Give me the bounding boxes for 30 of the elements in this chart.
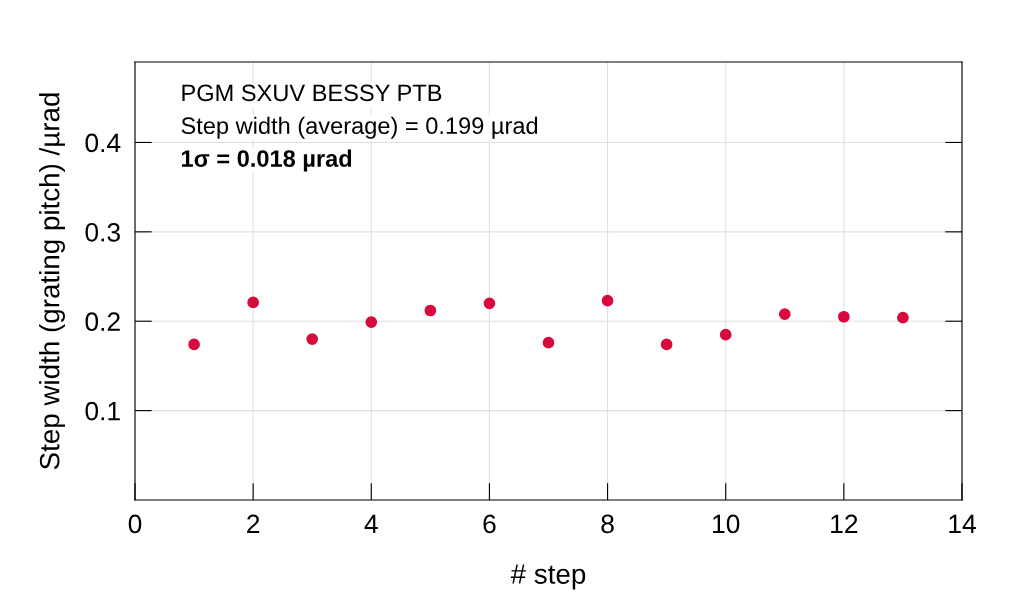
point bbox=[838, 310, 850, 323]
point bbox=[719, 328, 732, 341]
annotation: Step width (average) = 0.199 µrad bbox=[181, 116, 538, 139]
y-tick-label: 0.1 bbox=[85, 401, 120, 421]
y-tick-label: 0.2 bbox=[85, 312, 120, 332]
point bbox=[601, 294, 614, 307]
x-tick-label: 12 bbox=[831, 514, 858, 534]
x-tick-label: 8 bbox=[601, 514, 614, 534]
point bbox=[247, 296, 259, 309]
x-tick-label: 2 bbox=[247, 514, 260, 534]
x-tick-label: 10 bbox=[713, 514, 740, 534]
x-tick-label: 6 bbox=[483, 514, 496, 534]
y-tick-label: 0.3 bbox=[85, 222, 120, 242]
y-tick-label: 0.4 bbox=[85, 133, 121, 153]
point bbox=[306, 333, 319, 345]
point bbox=[365, 316, 378, 328]
y-axis-title: Step width (grating pitch) /µrad bbox=[39, 93, 65, 470]
x-tick-label: 0 bbox=[128, 514, 142, 534]
point bbox=[778, 308, 791, 320]
point bbox=[424, 304, 437, 317]
point bbox=[188, 338, 200, 351]
point bbox=[542, 336, 555, 349]
x-tick-label: 4 bbox=[364, 514, 378, 534]
annotation: PGM SXUV BESSY PTB bbox=[182, 84, 442, 102]
point bbox=[660, 338, 673, 351]
point bbox=[897, 311, 909, 324]
point bbox=[483, 297, 496, 310]
annotation: 1σ = 0.018 µrad bbox=[181, 149, 352, 172]
x-axis-title: # step bbox=[510, 564, 586, 590]
x-tick-label: 14 bbox=[949, 514, 976, 534]
